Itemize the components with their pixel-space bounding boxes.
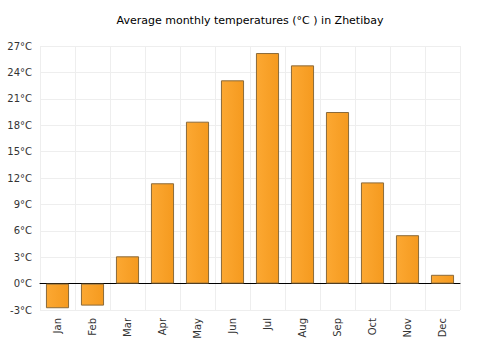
svg-text:15°C: 15°C (7, 146, 32, 157)
svg-text:Sep: Sep (332, 318, 343, 337)
svg-text:Nov: Nov (402, 318, 413, 338)
svg-text:18°C: 18°C (7, 120, 32, 131)
svg-text:24°C: 24°C (7, 67, 32, 78)
svg-text:Feb: Feb (87, 318, 98, 336)
svg-text:May: May (192, 318, 203, 339)
svg-text:6°C: 6°C (14, 225, 32, 236)
svg-text:27°C: 27°C (7, 41, 32, 52)
svg-text:21°C: 21°C (7, 93, 32, 104)
svg-text:Average monthly temperatures (: Average monthly temperatures (°C ) in Zh… (117, 14, 384, 27)
svg-text:Mar: Mar (122, 317, 133, 337)
svg-text:Jul: Jul (262, 318, 273, 331)
svg-text:9°C: 9°C (14, 199, 32, 210)
svg-text:Jun: Jun (227, 318, 238, 335)
svg-text:3°C: 3°C (14, 252, 32, 263)
svg-text:Apr: Apr (157, 317, 168, 335)
svg-text:Oct: Oct (367, 318, 378, 335)
svg-text:0°C: 0°C (14, 278, 32, 289)
svg-text:Aug: Aug (297, 318, 308, 338)
svg-text:12°C: 12°C (7, 173, 32, 184)
svg-text:-3°C: -3°C (10, 305, 32, 316)
svg-text:Dec: Dec (437, 318, 448, 337)
svg-text:Jan: Jan (52, 318, 63, 334)
